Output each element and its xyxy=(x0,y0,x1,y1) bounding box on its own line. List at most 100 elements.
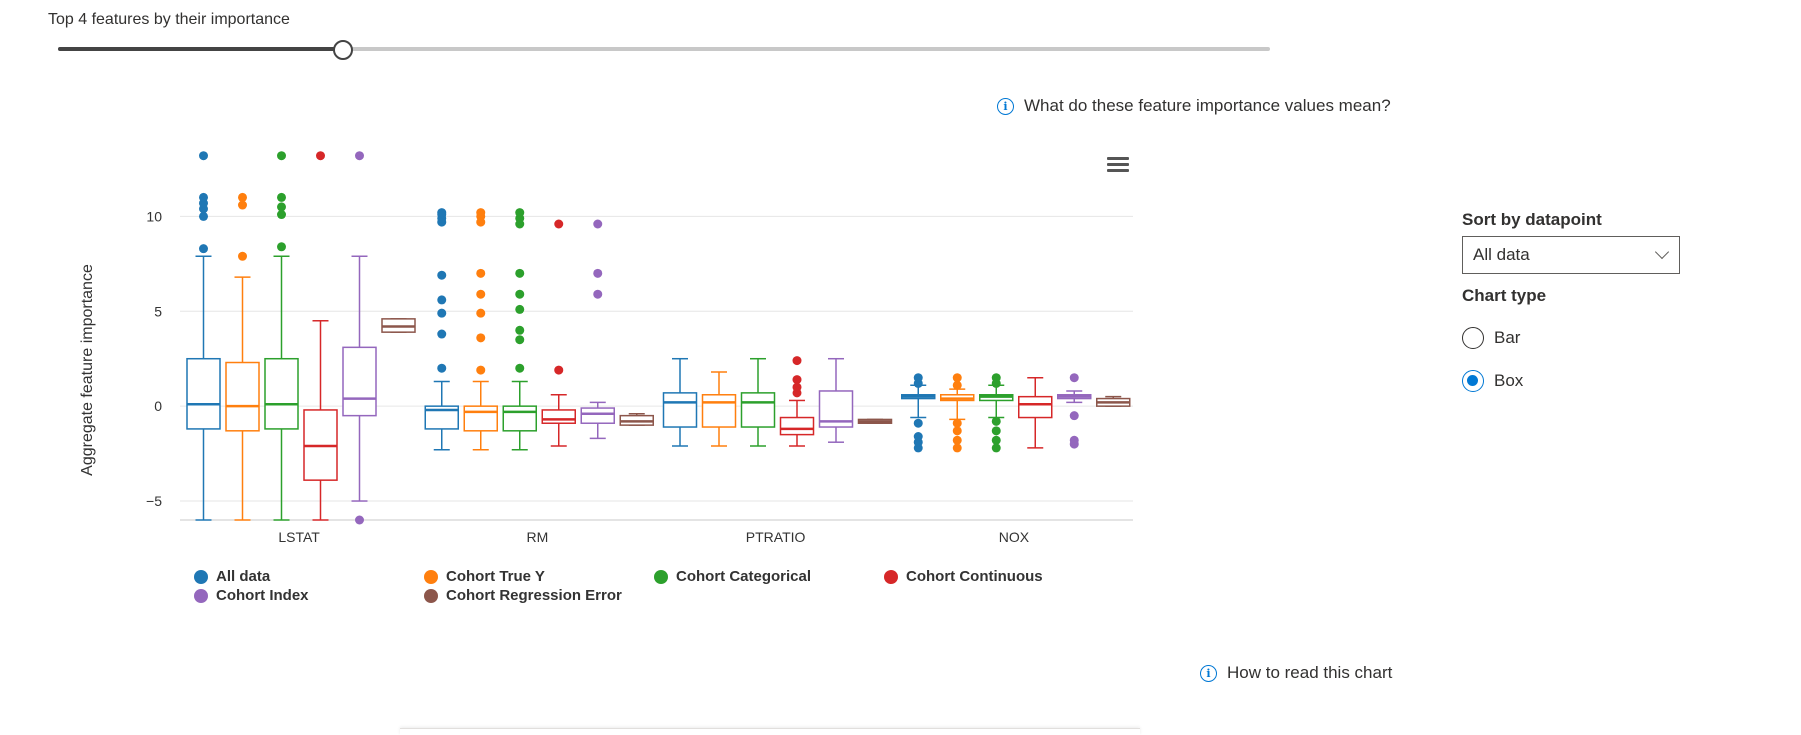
box-rm-4 xyxy=(580,219,615,440)
legend-dot xyxy=(884,569,898,584)
outlier-point xyxy=(1069,373,1079,383)
box-lstat-4 xyxy=(342,151,377,525)
slider-track[interactable] xyxy=(58,47,1270,51)
box-rm-3 xyxy=(541,219,576,447)
chart-type-label: Chart type xyxy=(1462,286,1547,305)
slider-fill xyxy=(58,47,344,51)
box-nox-5 xyxy=(1096,395,1131,407)
hamburger-menu-icon[interactable] xyxy=(1107,157,1129,175)
bottom-panel-edge xyxy=(400,728,1140,735)
feature-importance-info-text: What do these feature importance values … xyxy=(1024,96,1391,115)
legend-item[interactable]: Cohort True Y xyxy=(424,568,545,585)
legend-dot xyxy=(424,569,438,584)
box-lstat-2 xyxy=(264,151,299,521)
box-rm-1 xyxy=(463,208,498,451)
outlier-point xyxy=(355,515,364,525)
box-nox-3 xyxy=(1018,376,1053,449)
outlier-point xyxy=(437,308,447,318)
box-ptratio-1 xyxy=(701,371,737,447)
x-tick-label: LSTAT xyxy=(278,529,320,545)
legend-label: Cohort Continuous xyxy=(906,568,1043,585)
outlier-point xyxy=(277,202,286,212)
feature-importance-box-chart: −5 0 5 10 Aggregate feature importance LSTAT R… xyxy=(79,151,1133,545)
box-iqr xyxy=(264,357,299,430)
chart-type-radio-bar[interactable]: Bar xyxy=(1462,327,1520,349)
outlier-point xyxy=(913,418,923,428)
radio-circle[interactable] xyxy=(1462,327,1484,349)
outlier-point xyxy=(515,363,525,373)
legend-item[interactable]: Cohort Categorical xyxy=(654,568,811,585)
box-lstat-5 xyxy=(381,318,416,333)
y-tick-label: 5 xyxy=(154,303,162,319)
legend-item[interactable]: Cohort Regression Error xyxy=(424,587,622,604)
how-to-read-chart-text: How to read this chart xyxy=(1227,663,1393,682)
box-iqr xyxy=(580,407,615,424)
outlier-point xyxy=(437,363,447,373)
box-iqr xyxy=(463,405,498,432)
chevron-down-icon xyxy=(1654,244,1670,260)
outlier-point xyxy=(952,418,962,428)
box-iqr xyxy=(541,409,576,424)
outlier-point xyxy=(437,329,447,339)
outlier-point xyxy=(952,373,962,383)
box-ptratio-5 xyxy=(857,418,893,424)
box-nox-4 xyxy=(1057,373,1092,449)
outlier-point xyxy=(991,426,1001,436)
box-iqr xyxy=(342,346,377,417)
legend-item[interactable]: Cohort Continuous xyxy=(884,568,1043,585)
top-features-slider[interactable] xyxy=(58,40,1270,60)
box-iqr xyxy=(779,416,815,436)
outlier-point xyxy=(277,192,286,202)
sort-by-selected-value: All data xyxy=(1473,245,1530,264)
legend-dot xyxy=(424,588,438,603)
outlier-point xyxy=(991,435,1001,445)
outlier-point xyxy=(593,268,603,278)
box-lstat-1 xyxy=(225,192,260,521)
legend-item[interactable]: Cohort Index xyxy=(194,587,309,604)
outlier-point xyxy=(515,208,525,218)
outlier-point xyxy=(1069,435,1079,445)
info-icon: i xyxy=(1200,664,1217,682)
top-features-slider-label: Top 4 features by their importance xyxy=(48,11,290,28)
legend-label: Cohort Categorical xyxy=(676,568,812,585)
box-iqr xyxy=(186,357,221,430)
sort-by-label: Sort by datapoint xyxy=(1462,210,1602,229)
slider-thumb[interactable] xyxy=(333,40,354,60)
legend-label: Cohort Regression Error xyxy=(446,587,622,604)
outlier-point xyxy=(991,416,1001,426)
outlier-point xyxy=(952,380,962,390)
outlier-point xyxy=(199,151,208,161)
sort-by-dropdown[interactable]: All data xyxy=(1462,236,1680,274)
radio-label-bar: Bar xyxy=(1494,328,1521,347)
legend-dot xyxy=(654,569,668,584)
outlier-point xyxy=(554,219,564,229)
outlier-point xyxy=(913,373,923,383)
outlier-point xyxy=(316,151,325,161)
radio-circle[interactable] xyxy=(1462,370,1484,392)
box-nox-2 xyxy=(979,373,1014,453)
legend-item[interactable]: All data xyxy=(194,568,270,585)
outlier-point xyxy=(199,192,208,202)
feature-importance-info-link[interactable]: i What do these feature importance value… xyxy=(997,96,1391,116)
box-ptratio-2 xyxy=(740,357,776,447)
outlier-point xyxy=(476,365,486,375)
y-tick-label: 0 xyxy=(154,398,162,414)
chart-legend: All data Cohort True Y Cohort Categorical C… xyxy=(194,568,1094,612)
outlier-point xyxy=(238,200,247,210)
box-lstat-3 xyxy=(303,151,338,521)
box-nox-1 xyxy=(940,373,975,453)
box-iqr xyxy=(1018,395,1053,419)
chart-type-radio-box[interactable]: Box xyxy=(1462,370,1523,392)
outlier-point xyxy=(952,426,962,436)
legend-dot xyxy=(194,588,208,603)
outlier-point xyxy=(476,208,486,218)
outlier-point xyxy=(1069,411,1079,421)
outlier-point xyxy=(199,244,208,254)
legend-label: Cohort Index xyxy=(216,587,309,604)
y-axis-label: Aggregate feature importance xyxy=(79,264,96,476)
outlier-point xyxy=(792,375,802,385)
box-nox-0 xyxy=(901,373,936,453)
how-to-read-chart-link[interactable]: i How to read this chart xyxy=(1200,663,1392,683)
x-tick-label: RM xyxy=(526,529,548,545)
outlier-point xyxy=(593,289,603,299)
